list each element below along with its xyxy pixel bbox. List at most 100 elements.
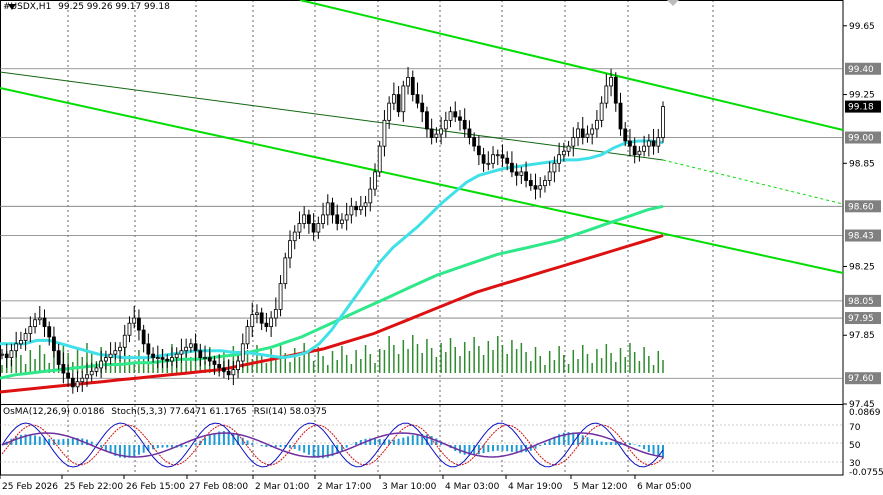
candle-body <box>462 119 467 130</box>
price-label-text: 98.05 <box>848 297 874 307</box>
candle-body <box>637 150 642 156</box>
candle-body <box>9 350 14 358</box>
candle-body <box>486 162 491 165</box>
candle-body <box>0 353 4 356</box>
candle-body <box>203 357 207 359</box>
candle-body <box>585 133 590 138</box>
candle-body <box>240 343 245 362</box>
price-label-text: 99.00 <box>848 134 874 144</box>
candle-body <box>543 180 547 187</box>
y-tick-label: 98.85 <box>849 159 875 169</box>
candle-body <box>66 372 70 379</box>
candle-body <box>500 154 505 159</box>
candle-body <box>37 317 42 321</box>
channel-mid-line <box>0 71 664 161</box>
x-tick-label: 3 Mar 10:00 <box>382 482 437 492</box>
candle-body <box>231 369 236 376</box>
candle-body <box>99 360 104 369</box>
ema-cyan-line <box>0 139 664 360</box>
candle-body <box>561 150 566 156</box>
candle-body <box>321 214 325 224</box>
candle-body <box>538 185 543 190</box>
candle-body <box>358 205 363 211</box>
candle-body <box>387 102 392 121</box>
candle-body <box>415 94 420 104</box>
candle-body <box>590 128 595 135</box>
symbol-label: #USDX,H1 <box>3 2 52 12</box>
candle-body <box>524 171 528 181</box>
candle-body <box>212 360 217 365</box>
candle-body <box>547 171 552 181</box>
candle-body <box>80 377 85 383</box>
candle-body <box>420 102 425 113</box>
candle-body <box>198 350 203 358</box>
candle-body <box>18 339 23 345</box>
osc-scale-label: -0.0755 <box>849 468 883 478</box>
candle-body <box>580 128 585 138</box>
scroll-marker-icon <box>8 4 16 10</box>
candle-body <box>576 128 580 138</box>
candle-body <box>510 162 514 173</box>
candle-body <box>103 357 108 362</box>
candle-body <box>434 133 439 138</box>
candle-body <box>61 364 66 374</box>
x-tick-label: 25 Feb 22:00 <box>64 482 123 492</box>
rsi-label: RSI(14) 58.0375 <box>253 407 327 417</box>
stoch-label: Stoch(5,3,3) 77.6471 61.1765 <box>111 407 247 417</box>
candle-body <box>14 343 19 352</box>
candle-body <box>132 317 137 324</box>
candle-body <box>288 240 292 259</box>
candle-body <box>155 357 160 359</box>
candle-body <box>151 353 155 358</box>
candle-body <box>646 140 651 147</box>
candle-body <box>108 353 113 358</box>
candle-body <box>217 364 222 369</box>
candle-body <box>609 76 613 87</box>
candle-body <box>245 326 250 345</box>
candle-body <box>373 171 377 190</box>
candle-body <box>170 357 174 362</box>
candle-body <box>595 119 599 130</box>
candle-body <box>476 145 481 156</box>
stoch-signal-line <box>1 424 664 466</box>
candle-body <box>377 145 382 173</box>
price-label-text: 99.18 <box>848 103 874 113</box>
candle-body <box>70 377 75 388</box>
candle-body <box>382 119 387 147</box>
price-label-text: 97.60 <box>848 374 874 384</box>
candle-body <box>118 346 122 352</box>
candle-body <box>278 283 283 310</box>
price-label-box <box>845 62 881 75</box>
candle-body <box>448 111 453 121</box>
candle-body <box>137 317 141 331</box>
price-label-text: 98.60 <box>848 202 874 212</box>
chart-frame <box>0 0 844 476</box>
candle-body <box>193 343 198 352</box>
candle-body <box>519 171 524 176</box>
candle-body <box>599 102 604 121</box>
candle-body <box>354 205 359 211</box>
candle-body <box>255 312 259 316</box>
candle-body <box>325 202 330 216</box>
candle-body <box>566 145 571 152</box>
candle-body <box>85 374 89 379</box>
x-tick-label: 5 Mar 12:00 <box>573 482 628 492</box>
candle-body <box>552 162 557 173</box>
osc-scale-label: 70 <box>849 423 861 433</box>
candle-body <box>391 94 396 104</box>
candle-body <box>340 219 344 224</box>
candle-body <box>467 128 472 138</box>
candle-body <box>429 128 434 138</box>
candle-body <box>292 231 297 242</box>
y-tick-label: 98.25 <box>849 262 875 272</box>
price-label-box <box>845 200 881 213</box>
candle-body <box>316 223 321 233</box>
candle-body <box>165 358 170 362</box>
price-label-box <box>845 100 881 113</box>
price-label-box <box>845 294 881 307</box>
osc-scale-label: 30 <box>849 459 861 469</box>
x-tick-label: 25 Feb 2026 <box>2 482 58 492</box>
candle-body <box>533 185 538 190</box>
